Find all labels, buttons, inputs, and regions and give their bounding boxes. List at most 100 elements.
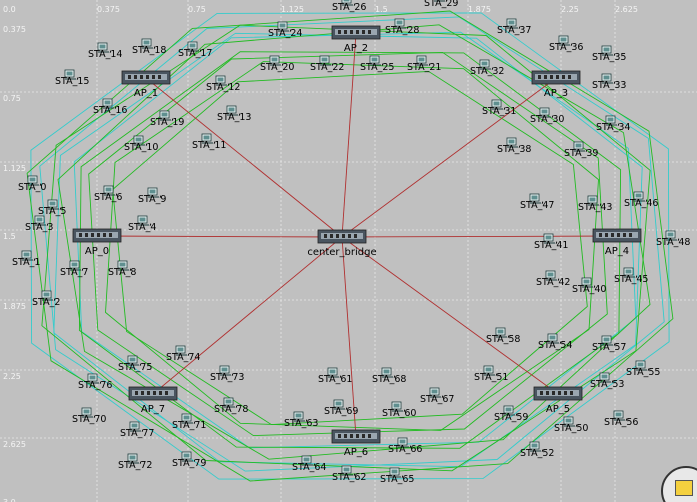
access-point-4[interactable]: AP_4 <box>592 228 642 257</box>
station-label: STA_72 <box>118 460 152 471</box>
grid-y-label: 0.375 <box>3 25 26 34</box>
station-sta-18[interactable]: ,STA_18 <box>132 38 166 56</box>
station-sta-64[interactable]: ,STA_64 <box>292 455 326 473</box>
station-sta-63[interactable]: ,STA_63 <box>284 411 318 429</box>
station-sta-25[interactable]: ,STA_25 <box>360 55 394 73</box>
station-sta-6[interactable]: ,STA_6 <box>94 185 122 203</box>
station-sta-32[interactable]: ,STA_32 <box>470 59 504 77</box>
station-sta-35[interactable]: ,STA_35 <box>592 45 626 63</box>
station-sta-11[interactable]: ,STA_11 <box>192 133 226 151</box>
station-sta-67[interactable]: ,STA_67 <box>420 387 454 405</box>
station-sta-40[interactable]: ,STA_40 <box>572 277 606 295</box>
station-sta-14[interactable]: ,STA_14 <box>88 42 122 60</box>
svg-text:,: , <box>613 47 616 58</box>
station-sta-13[interactable]: ,STA_13 <box>217 105 251 123</box>
station-sta-3[interactable]: ,STA_3 <box>25 215 53 233</box>
station-sta-43[interactable]: ,STA_43 <box>578 195 612 213</box>
station-sta-72[interactable]: ,STA_72 <box>118 453 152 471</box>
station-sta-5[interactable]: ,STA_5 <box>38 199 66 217</box>
station-sta-69[interactable]: ,STA_69 <box>324 399 358 417</box>
station-sta-74[interactable]: ,STA_74 <box>166 345 200 363</box>
access-point-0[interactable]: AP_0 <box>72 228 122 257</box>
station-sta-68[interactable]: ,STA_68 <box>372 367 406 385</box>
station-sta-9[interactable]: ,STA_9 <box>138 187 166 205</box>
station-sta-46[interactable]: ,STA_46 <box>624 191 658 209</box>
access-point-6[interactable]: AP_6 <box>331 429 381 458</box>
station-label: STA_16 <box>93 105 127 116</box>
station-sta-62[interactable]: ,STA_62 <box>332 465 366 483</box>
station-sta-56[interactable]: ,STA_56 <box>604 410 638 428</box>
station-sta-28[interactable]: ,STA_28 <box>385 18 419 36</box>
station-sta-26[interactable]: ,STA_26 <box>332 0 366 13</box>
station-sta-76[interactable]: ,STA_76 <box>78 373 112 391</box>
station-sta-59[interactable]: ,STA_59 <box>494 405 528 423</box>
station-sta-73[interactable]: ,STA_73 <box>210 365 244 383</box>
station-sta-29[interactable]: ,STA_29 <box>424 0 458 9</box>
station-sta-2[interactable]: ,STA_2 <box>32 290 60 308</box>
station-sta-16[interactable]: ,STA_16 <box>93 98 127 116</box>
station-sta-47[interactable]: ,STA_47 <box>520 193 554 211</box>
station-sta-36[interactable]: ,STA_36 <box>549 35 583 53</box>
station-sta-37[interactable]: ,STA_37 <box>497 18 531 36</box>
station-sta-4[interactable]: ,STA_4 <box>128 215 156 233</box>
station-sta-7[interactable]: ,STA_7 <box>60 260 88 278</box>
station-sta-79[interactable]: ,STA_79 <box>172 451 206 469</box>
station-sta-1[interactable]: ,STA_1 <box>12 250 40 268</box>
station-sta-58[interactable]: ,STA_58 <box>486 327 520 345</box>
grid-y-label: 3.0 <box>3 498 16 502</box>
svg-text:,: , <box>613 75 616 86</box>
station-sta-39[interactable]: ,STA_39 <box>564 141 598 159</box>
station-sta-24[interactable]: ,STA_24 <box>268 21 302 39</box>
station-sta-34[interactable]: ,STA_34 <box>596 115 630 133</box>
access-point-5[interactable]: AP_5 <box>533 386 583 415</box>
station-sta-66[interactable]: ,STA_66 <box>388 437 422 455</box>
access-point-7[interactable]: AP_7 <box>128 386 178 415</box>
station-sta-22[interactable]: ,STA_22 <box>310 55 344 73</box>
station-sta-12[interactable]: ,STA_12 <box>206 75 240 93</box>
station-sta-33[interactable]: ,STA_33 <box>592 73 626 91</box>
station-sta-20[interactable]: ,STA_20 <box>260 55 294 73</box>
station-sta-30[interactable]: ,STA_30 <box>530 107 564 125</box>
station-sta-21[interactable]: ,STA_21 <box>407 55 441 73</box>
station-sta-45[interactable]: ,STA_45 <box>614 267 648 285</box>
station-label: STA_17 <box>178 48 212 59</box>
station-sta-78[interactable]: ,STA_78 <box>214 397 248 415</box>
station-sta-48[interactable]: ,STA_48 <box>656 230 690 248</box>
station-sta-53[interactable]: ,STA_53 <box>590 372 624 390</box>
station-sta-65[interactable]: ,STA_65 <box>380 467 414 485</box>
station-sta-60[interactable]: ,STA_60 <box>382 401 416 419</box>
station-label: STA_38 <box>497 144 531 155</box>
station-sta-15[interactable]: ,STA_15 <box>55 69 89 87</box>
station-sta-57[interactable]: ,STA_57 <box>592 335 626 353</box>
station-sta-52[interactable]: ,STA_52 <box>520 441 554 459</box>
station-sta-42[interactable]: ,STA_42 <box>536 270 570 288</box>
center-bridge-device-label: center_bridge <box>307 247 376 258</box>
center-bridge-device[interactable]: center_bridge <box>307 229 377 258</box>
station-sta-8[interactable]: ,STA_8 <box>108 260 136 278</box>
station-sta-71[interactable]: ,STA_71 <box>172 413 206 431</box>
station-sta-0[interactable]: ,STA_0 <box>18 175 46 193</box>
svg-text:,: , <box>515 407 518 418</box>
station-sta-31[interactable]: ,STA_31 <box>482 99 516 117</box>
station-sta-17[interactable]: ,STA_17 <box>178 41 212 59</box>
station-sta-75[interactable]: ,STA_75 <box>118 355 152 373</box>
station-sta-38[interactable]: ,STA_38 <box>497 137 531 155</box>
station-sta-61[interactable]: ,STA_61 <box>318 367 352 385</box>
station-sta-54[interactable]: ,STA_54 <box>538 333 572 351</box>
station-sta-19[interactable]: ,STA_19 <box>150 110 184 128</box>
svg-text:,: , <box>231 367 234 378</box>
station-sta-41[interactable]: ,STA_41 <box>534 233 568 251</box>
station-sta-70[interactable]: ,STA_70 <box>72 407 106 425</box>
station-sta-55[interactable]: ,STA_55 <box>626 360 660 378</box>
access-point-2[interactable]: AP_2 <box>331 25 381 54</box>
station-sta-77[interactable]: ,STA_77 <box>120 421 154 439</box>
station-sta-10[interactable]: ,STA_10 <box>124 135 158 153</box>
station-label: STA_2 <box>32 297 60 308</box>
station-sta-51[interactable]: ,STA_51 <box>474 365 508 383</box>
station-sta-50[interactable]: ,STA_50 <box>554 416 588 434</box>
access-point-1[interactable]: AP_1 <box>121 70 171 99</box>
access-point-3[interactable]: AP_3 <box>531 70 581 99</box>
svg-text:,: , <box>33 252 36 263</box>
